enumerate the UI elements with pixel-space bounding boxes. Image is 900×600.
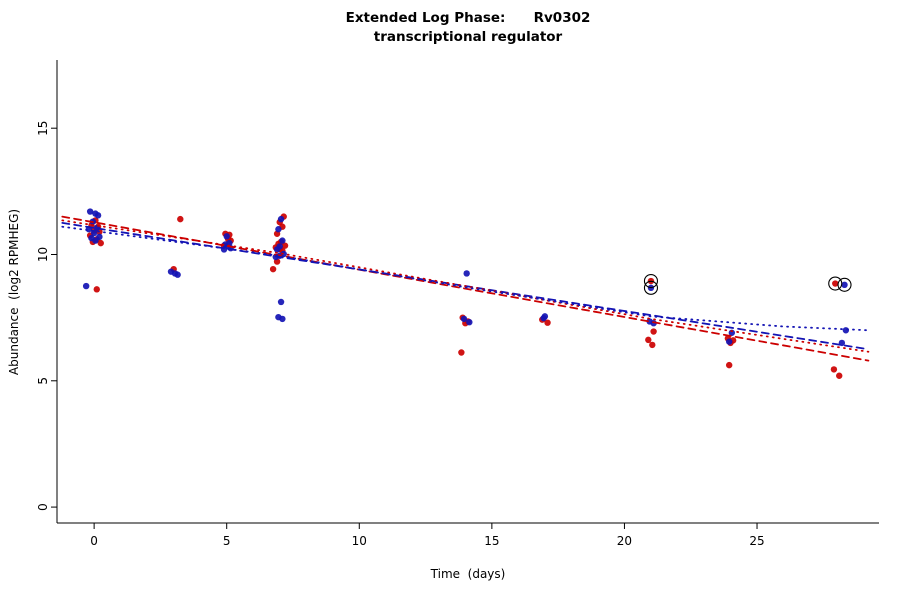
x-tick-label: 10 (352, 534, 367, 548)
data-point (86, 208, 94, 215)
circle-marker (837, 277, 852, 292)
data-point (645, 336, 652, 344)
chart-title-line1: Extended Log Phase: Rv0302 (345, 10, 591, 26)
x-tick-label: 15 (484, 534, 499, 548)
x-tick-label: 25 (749, 534, 764, 548)
data-point (223, 233, 230, 240)
y-axis-label: Abundance (log2 RPMHEG) (7, 208, 21, 376)
data-point (281, 242, 289, 249)
x-tick-label: 0 (90, 534, 98, 548)
data-point (277, 298, 285, 306)
circle-marker (828, 276, 843, 291)
data-point (832, 280, 839, 287)
data-point (649, 341, 656, 349)
trend-line-red-dotted-fit (61, 219, 870, 353)
data-point (277, 215, 285, 223)
data-point (725, 338, 733, 345)
data-point (544, 319, 551, 326)
data-point (279, 237, 286, 244)
y-tick-label: 10 (36, 247, 50, 262)
data-point (96, 233, 103, 241)
data-point (463, 270, 470, 277)
x-tick-label: 20 (617, 534, 632, 548)
data-point (466, 318, 473, 326)
data-point (460, 315, 468, 323)
data-point (273, 246, 281, 253)
circle-marker (643, 280, 659, 295)
data-point (836, 372, 843, 379)
data-point (174, 271, 181, 278)
data-point (269, 265, 277, 273)
y-tick-label: 5 (36, 377, 50, 385)
chart-title-line2: transcriptional regulator (373, 29, 563, 45)
data-point (842, 327, 850, 334)
series-red-condition (86, 213, 843, 379)
data-point (841, 281, 848, 289)
y-tick-label: 15 (36, 121, 50, 136)
data-point (279, 315, 286, 323)
y-tick-label: 0 (36, 503, 50, 511)
data-point (177, 215, 184, 223)
data-point (93, 286, 100, 293)
data-point (650, 328, 657, 335)
data-point (275, 226, 282, 233)
data-point (540, 314, 547, 322)
data-point (458, 349, 465, 356)
data-point (94, 212, 102, 219)
series-blue-condition (82, 208, 850, 347)
data-point (725, 361, 733, 369)
x-tick-label: 5 (223, 534, 231, 548)
data-point (830, 366, 838, 373)
circle-marker (643, 273, 659, 289)
data-point (82, 282, 90, 290)
x-axis-label: Time (days) (430, 567, 506, 581)
data-point (728, 329, 736, 336)
trend-line-red-dashed-fit (61, 215, 870, 362)
data-point (97, 239, 104, 247)
circled-points-layer (643, 273, 852, 295)
data-point (92, 237, 99, 244)
